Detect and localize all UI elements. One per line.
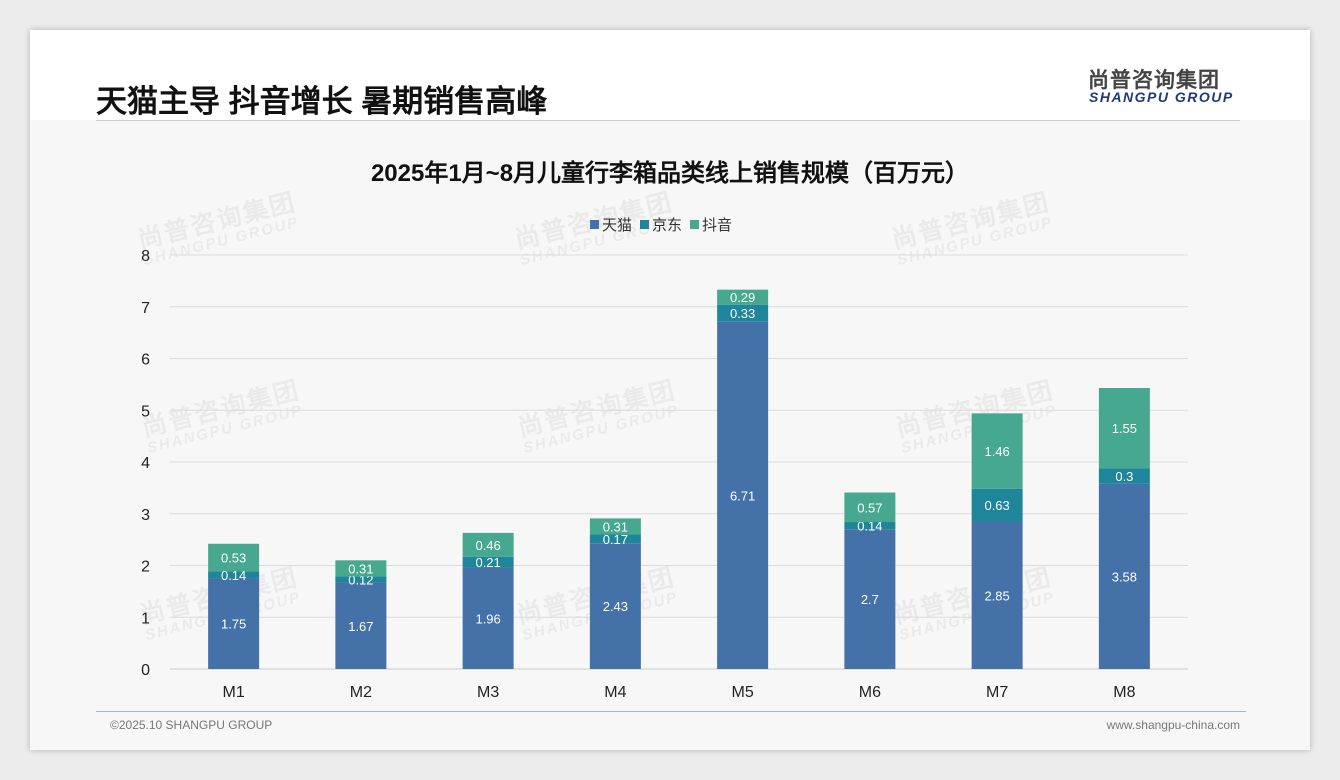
y-tick-label: 0: [141, 662, 150, 679]
legend-label-douyin: 抖音: [702, 217, 733, 234]
y-tick-label: 2: [141, 559, 150, 576]
data-label: 0.14: [221, 568, 246, 583]
bar-segment-jd: [971, 488, 1023, 522]
data-label: 1.46: [984, 444, 1009, 459]
footer-divider: [96, 711, 1246, 712]
y-tick-label: 4: [141, 455, 150, 472]
legend-swatch-jd: [640, 220, 650, 229]
bar-segment-jd: [208, 571, 260, 579]
legend-item-jd: 京东: [640, 214, 682, 235]
bar-segment-jd: [335, 576, 387, 583]
data-label: 6.71: [730, 488, 755, 503]
data-label: 0.29: [730, 290, 755, 305]
header-divider: [96, 120, 1240, 121]
data-label: 3.58: [1112, 569, 1137, 584]
data-label: 2.7: [861, 592, 879, 607]
data-label: 1.55: [1112, 421, 1137, 436]
bar-segment-tmall: [589, 543, 641, 669]
bar-segment-jd: [844, 522, 896, 530]
bar-segment-jd: [717, 304, 769, 322]
logo-english: SHANGPU GROUP: [1089, 89, 1234, 105]
y-tick-label: 8: [141, 248, 150, 265]
data-label: 0.14: [857, 519, 882, 534]
x-tick-label: M8: [1113, 684, 1135, 701]
bar-segment-douyin: [1098, 387, 1150, 469]
data-label: 2.43: [603, 599, 628, 614]
data-label: 0.53: [221, 550, 246, 565]
bar-segment-douyin: [335, 560, 387, 577]
data-label: 1.67: [348, 619, 373, 634]
legend-label-tmall: 天猫: [602, 217, 633, 234]
bar-segment-douyin: [717, 289, 769, 305]
bar-segment-douyin: [462, 532, 514, 557]
bar-segment-tmall: [462, 567, 514, 669]
bar-segment-tmall: [1098, 483, 1150, 669]
legend-swatch-tmall: [590, 220, 599, 229]
bar-segment-douyin: [589, 518, 641, 535]
bar-segment-tmall: [971, 521, 1023, 669]
bar-segment-tmall: [844, 529, 896, 669]
bar-segment-douyin: [971, 413, 1023, 489]
footer-copyright: ©2025.10 SHANGPU GROUP: [110, 718, 273, 732]
x-tick-label: M3: [477, 684, 499, 701]
legend-item-tmall: 天猫: [590, 214, 632, 235]
legend-swatch-douyin: [690, 220, 700, 229]
footer-website: www.shangpu-china.com: [1106, 718, 1240, 732]
data-label: 1.75: [221, 617, 246, 632]
legend-item-douyin: 抖音: [690, 214, 732, 235]
bar-segment-douyin: [208, 543, 260, 572]
chart-title: 2025年1月~8月儿童行李箱品类线上销售规模（百万元）: [370, 160, 970, 187]
chart-legend: 天猫 京东 抖音: [590, 214, 732, 235]
legend-label-jd: 京东: [652, 217, 683, 234]
data-label: 0.31: [603, 519, 628, 534]
data-label: 0.63: [984, 498, 1009, 513]
stacked-bar-chart: 0123456781.750.140.53M11.670.120.31M21.9…: [141, 248, 1188, 701]
y-tick-label: 1: [141, 610, 150, 627]
x-tick-label: M6: [859, 684, 881, 701]
header-band: [30, 30, 1310, 120]
bar-segment-jd: [462, 556, 514, 568]
x-tick-label: M1: [223, 684, 245, 701]
page-title: 天猫主导 抖音增长 暑期销售高峰: [96, 84, 548, 119]
x-tick-label: M7: [986, 684, 1008, 701]
y-tick-label: 7: [141, 300, 150, 317]
x-tick-label: M2: [350, 684, 372, 701]
bar-segment-tmall: [335, 582, 387, 669]
data-label: 0.3: [1115, 469, 1133, 484]
data-label: 0.33: [730, 306, 755, 321]
y-tick-label: 3: [141, 507, 150, 524]
bar-segment-tmall: [208, 578, 260, 669]
slide: 天猫主导 抖音增长 暑期销售高峰 尚普咨询集团 SHANGPU GROUP 尚普…: [30, 30, 1310, 750]
bar-segment-tmall: [717, 321, 769, 669]
bar-segment-jd: [1098, 468, 1150, 484]
data-label: 0.21: [475, 555, 500, 570]
bar-segment-douyin: [844, 492, 896, 523]
x-tick-label: M4: [604, 684, 626, 701]
data-label: 0.46: [475, 538, 500, 553]
bar-segment-jd: [589, 534, 641, 544]
data-label: 1.96: [475, 611, 500, 626]
logo-chinese: 尚普咨询集团: [1088, 69, 1220, 92]
y-tick-label: 5: [141, 403, 150, 420]
data-label: 0.17: [603, 532, 628, 547]
data-label: 2.85: [984, 588, 1009, 603]
data-label: 0.57: [857, 500, 882, 515]
data-label: 0.31: [348, 561, 373, 576]
y-tick-label: 6: [141, 352, 150, 369]
x-tick-label: M5: [732, 684, 754, 701]
